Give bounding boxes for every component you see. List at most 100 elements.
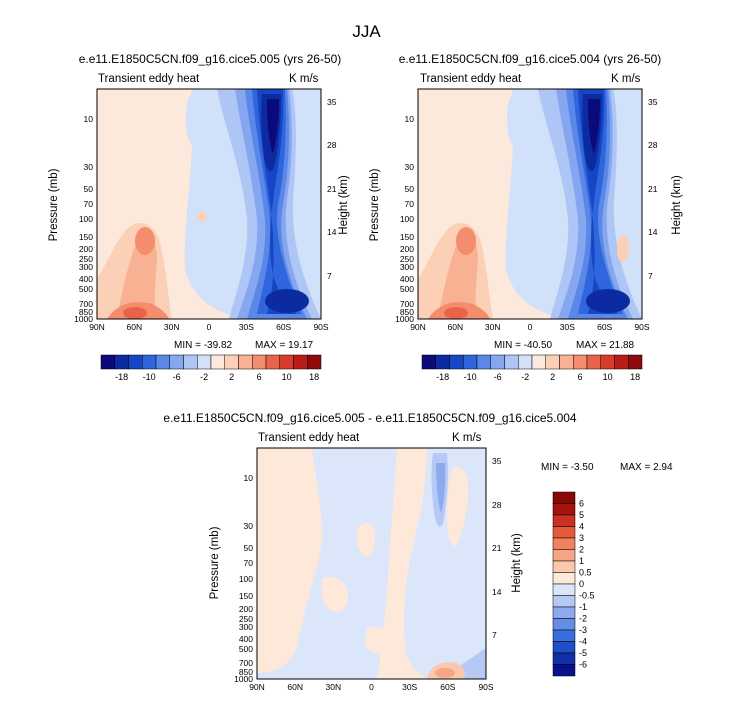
colorbar-swatch: [586, 354, 601, 370]
colorbar-swatch: [545, 354, 560, 370]
colorbar-swatch: [476, 354, 491, 370]
contour-pos-2: [438, 233, 478, 319]
y-tick-label: 500: [399, 283, 414, 294]
x-tick-label: 30N: [163, 322, 180, 332]
contour-neg-3: [436, 463, 446, 513]
colorbar-label: 2: [550, 372, 555, 382]
x-tick-label: 90N: [410, 322, 426, 332]
colorbar-swatch: [552, 606, 576, 619]
max-label: MAX = 2.94: [620, 462, 673, 473]
y2-tick-label: 14: [327, 227, 337, 238]
colorbar-swatch: [435, 354, 450, 370]
y-tick-label: 100: [399, 214, 414, 225]
contour-neg-patch: [507, 94, 519, 144]
y-tick-label: 200: [238, 603, 253, 614]
colorbar-label: 6: [579, 499, 584, 509]
colorbar-swatch: [155, 354, 170, 370]
colorbar-swatch: [559, 354, 574, 370]
y-tick-label: 500: [238, 643, 253, 654]
colorbar-swatch: [307, 354, 322, 370]
x-tick-label: 30N: [325, 682, 342, 692]
colorbar-swatch: [463, 354, 478, 370]
y-tick-label: 70: [243, 558, 253, 569]
colorbar-label: -5: [579, 648, 587, 658]
y-tick-label: 10: [404, 114, 414, 125]
colorbar-label: -18: [115, 372, 128, 382]
y2-tick-label: 28: [327, 140, 337, 151]
colorbar-swatch: [552, 583, 576, 596]
colorbar-swatch: [183, 354, 198, 370]
contour-pos-2: [117, 233, 157, 319]
colorbar-label: -6: [494, 372, 502, 382]
x-tick-label: 90S: [478, 682, 494, 692]
y2-tick-label: 14: [648, 227, 658, 238]
contour-neg-patch: [186, 94, 198, 144]
x-tick-label: 60N: [287, 682, 303, 692]
colorbar-difference: 65 43 21 0.50 -0.5-1 -2-3 -4-5 -6: [552, 491, 595, 677]
y-tick-label: 1000: [74, 314, 93, 324]
colorbar-label: 5: [579, 510, 584, 520]
y2-tick-label: 21: [648, 183, 658, 194]
y-tick-label: 150: [399, 231, 414, 242]
y-tick-label: 400: [399, 274, 414, 285]
figure-title: JJA: [352, 22, 381, 41]
x-tick-label: 0: [206, 322, 212, 332]
y-tick-label: 150: [238, 591, 253, 602]
colorbar-swatch: [552, 572, 576, 585]
colorbar-swatch: [518, 354, 533, 370]
y2-tick-label: 7: [327, 270, 332, 281]
y2-tick-label: 35: [648, 96, 658, 107]
colorbar-swatch: [552, 514, 576, 527]
colorbar-label: 3: [579, 533, 584, 543]
colorbar-swatch: [552, 618, 576, 631]
y-axis-label: Pressure (mb): [369, 168, 381, 242]
colorbar-label: -18: [436, 372, 449, 382]
y-tick-label: 1000: [234, 674, 253, 684]
colorbar-swatch: [100, 354, 115, 370]
colorbar-swatch: [449, 354, 464, 370]
colorbar-swatch: [600, 354, 615, 370]
y-tick-label: 100: [78, 214, 93, 225]
colorbar-label: -1: [579, 602, 587, 612]
colorbar-label: -2: [200, 372, 208, 382]
colorbar-label: 0.5: [579, 568, 592, 578]
colorbar-label: 2: [229, 372, 234, 382]
y-tick-label: 30: [404, 161, 414, 172]
y2-tick-label: 28: [648, 140, 658, 151]
contour-pos-3: [456, 227, 476, 255]
y-tick-label: 300: [238, 621, 253, 632]
colorbar-swatch: [210, 354, 225, 370]
colorbar-swatch: [552, 560, 576, 573]
colorbar-swatch: [265, 354, 280, 370]
x-tick-label: 0: [369, 682, 374, 692]
y2-axis-label: Height (km): [338, 175, 350, 235]
colorbar-label: 2: [579, 545, 584, 555]
colorbar-swatch: [628, 354, 643, 370]
colorbar-label: 4: [579, 522, 584, 532]
y-tick-label: 700: [238, 658, 253, 669]
min-label: MIN = -40.50: [494, 340, 553, 351]
colorbar-swatch: [279, 354, 294, 370]
colorbar-swatch: [197, 354, 212, 370]
y-tick-label: 30: [83, 161, 93, 172]
colorbar-label: -10: [143, 372, 156, 382]
y2-axis-label: Height (km): [671, 175, 683, 235]
contour-pos-6: [197, 212, 207, 222]
x-tick-label: 60S: [276, 322, 292, 332]
y-axis-label: Pressure (mb): [209, 526, 221, 600]
contour-neg-7: [267, 99, 279, 154]
colorbar-swatch: [552, 537, 576, 550]
x-tick-label: 0: [527, 322, 533, 332]
y-tick-label: 250: [238, 613, 253, 624]
colorbar-swatch: [114, 354, 129, 370]
colorbar-swatch: [293, 354, 308, 370]
y-tick-label: 400: [78, 274, 93, 285]
variable-label: Transient eddy heat: [98, 73, 200, 85]
colorbar-label: 1: [579, 556, 584, 566]
colorbar-label: -2: [579, 614, 587, 624]
colorbar-label: -4: [579, 637, 587, 647]
colorbar-swatch: [531, 354, 546, 370]
x-tick-label: 30S: [559, 322, 575, 332]
colorbar-swatch: [169, 354, 184, 370]
contour-pos-3: [435, 668, 455, 678]
